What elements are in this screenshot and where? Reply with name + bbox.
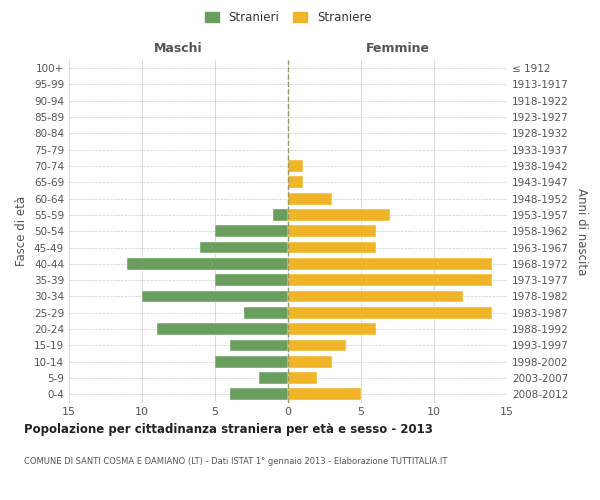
Bar [288,226,376,237]
Bar [215,356,288,368]
Bar [127,258,288,270]
Bar [288,160,302,172]
Bar [288,340,346,351]
Y-axis label: Anni di nascita: Anni di nascita [575,188,588,275]
Bar [288,307,493,318]
Bar [142,290,288,302]
Bar [288,176,302,188]
Bar [215,274,288,286]
Bar [230,388,288,400]
Bar [200,242,288,254]
Bar [288,356,332,368]
Bar [157,323,288,335]
Text: Femmine: Femmine [365,42,430,55]
Bar [230,340,288,351]
Bar [288,209,390,221]
Bar [288,372,317,384]
Bar [259,372,288,384]
Bar [288,258,493,270]
Text: Maschi: Maschi [154,42,203,55]
Bar [288,388,361,400]
Bar [274,209,288,221]
Bar [288,274,493,286]
Text: Popolazione per cittadinanza straniera per età e sesso - 2013: Popolazione per cittadinanza straniera p… [24,422,433,436]
Bar [288,242,376,254]
Bar [288,290,463,302]
Y-axis label: Fasce di età: Fasce di età [16,196,28,266]
Bar [288,193,332,204]
Bar [244,307,288,318]
Bar [288,323,376,335]
Legend: Stranieri, Straniere: Stranieri, Straniere [201,8,375,28]
Bar [215,226,288,237]
Text: COMUNE DI SANTI COSMA E DAMIANO (LT) - Dati ISTAT 1° gennaio 2013 - Elaborazione: COMUNE DI SANTI COSMA E DAMIANO (LT) - D… [24,458,448,466]
